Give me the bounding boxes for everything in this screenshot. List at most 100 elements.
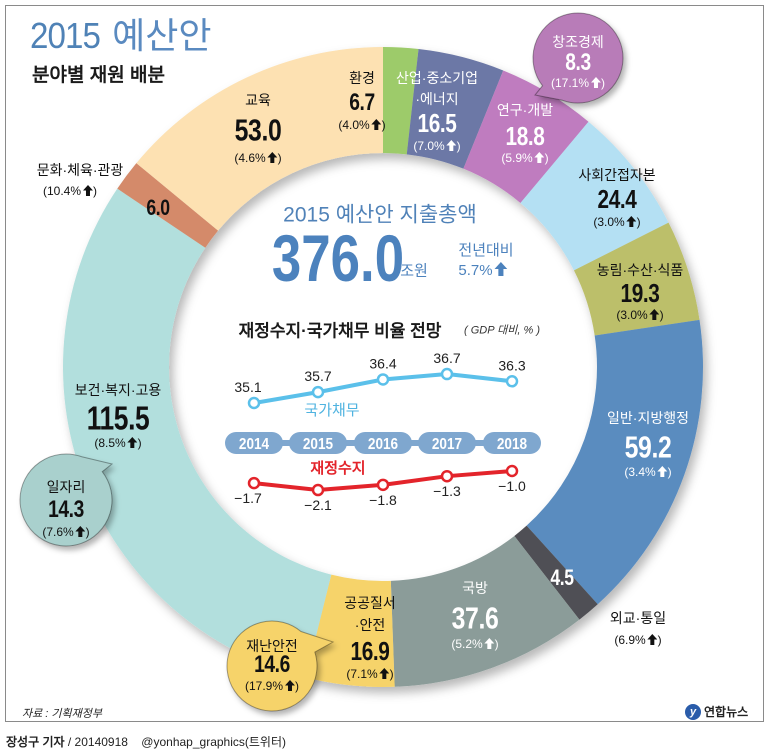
yonhap-logo-text: 연합뉴스 [704, 705, 749, 719]
up-arrow-icon [371, 119, 382, 130]
slice-education-change: 4.6% [234, 152, 281, 164]
data-point [247, 396, 261, 410]
donut-slice-health-welfare-employment [62, 188, 332, 678]
slice-industry-sme-energy-change: 7.0% [413, 140, 460, 152]
slice-culture-sports-tourism-value: 6.0 [143, 197, 172, 219]
data-label: 36.7 [433, 350, 460, 366]
slice-defense-label: 국방 [462, 580, 488, 596]
slice-defense-change: 5.2% [451, 638, 498, 650]
slice-public-order-safety-change-value: 7.1% [350, 667, 378, 681]
slice-industry-sme-energy-value: 16.5 [413, 110, 462, 136]
donut-slice-education [136, 47, 383, 231]
slice-industry-sme-energy-label: 산업·중소기업 [396, 70, 478, 86]
year-pill [418, 432, 476, 454]
slice-social-infrastructure-label: 사회간접자본 [578, 167, 656, 183]
callout-jobs-change-value: 7.6% [46, 525, 74, 539]
up-arrow-icon [285, 680, 296, 691]
year-pill [354, 432, 412, 454]
total-amount: 376.0 [255, 225, 420, 291]
slice-general-local-admin-change: 3.4% [624, 466, 671, 478]
donut-slice-social-infrastructure [520, 121, 669, 271]
data-point [247, 476, 261, 490]
infographic-frame [5, 5, 764, 722]
up-arrow-icon [591, 77, 602, 88]
donut-slice-industry-sme-energy [406, 48, 504, 169]
slice-health-welfare-employment-value-number: 115.5 [86, 399, 150, 437]
slice-agriculture-fisheries-food-change-value: 3.0% [620, 308, 648, 322]
slice-general-local-admin-value: 59.2 [619, 432, 677, 463]
x-tick-label: 2016 [368, 436, 398, 453]
yoy-value: 5.7% [458, 262, 493, 279]
slice-public-order-safety-value-number: 16.9 [350, 636, 390, 666]
slice-public-order-safety-value: 16.9 [346, 638, 395, 664]
source-note: 자료 : 기획재정부 [22, 708, 103, 720]
up-arrow-icon [494, 262, 508, 276]
x-tick-label: 2014 [239, 436, 270, 453]
total-amount-value: 376.0 [271, 221, 405, 295]
donut-slice-diplomacy-unification [514, 525, 598, 620]
slice-health-welfare-employment-change: 8.5% [94, 437, 141, 449]
donut-slice-culture-sports-tourism [117, 163, 219, 248]
line-chart-unit-note: ( GDP 대비, % ) [463, 324, 541, 337]
slice-agriculture-fisheries-food-change: 3.0% [616, 309, 663, 321]
donut-slice-general-local-admin [526, 319, 703, 605]
slice-education-value: 53.0 [229, 115, 287, 146]
slice-diplomacy-unification-change: 6.9% [614, 634, 661, 646]
slice-industry-sme-energy-change-value: 7.0% [417, 139, 445, 153]
callout-disaster-safety-change: 17.9% [245, 680, 299, 692]
slice-education-change-value: 4.6% [238, 151, 266, 165]
up-arrow-icon [657, 466, 668, 477]
slice-defense-value: 37.6 [446, 603, 504, 634]
data-label: 35.1 [234, 379, 261, 395]
yoy-label: 전년대비 [458, 242, 514, 259]
slice-agriculture-fisheries-food-label: 농림·수산·식품 [596, 262, 684, 278]
slice-education-value-number: 53.0 [234, 112, 282, 148]
slice-research-development-value: 18.8 [501, 123, 550, 149]
fiscal-debt-line-chart: 2014 2015 2016 2017 2018 35.1 35.7 36.4 36.7 36.3… [225, 350, 541, 513]
data-point [505, 464, 519, 478]
callout-jobs-value: 14.3 [44, 498, 89, 522]
donut-slice-agriculture-fisheries-food [573, 222, 700, 336]
slice-education-label: 교육 [245, 92, 271, 108]
up-arrow-icon [83, 185, 94, 196]
up-arrow-icon [267, 152, 278, 163]
slice-agriculture-fisheries-food-value-number: 19.3 [620, 278, 660, 308]
slice-general-local-admin-label: 일반·지방행정 [607, 410, 689, 426]
reporter-name: 장성구 기자 [6, 735, 65, 749]
x-tick-label: 2018 [497, 436, 527, 453]
data-label: 36.3 [498, 357, 525, 373]
slice-social-infrastructure-value: 24.4 [593, 186, 642, 212]
callout-disaster-safety-value-number: 14.6 [254, 651, 290, 678]
series-label-national-debt: 국가채무 [304, 402, 359, 419]
yonhap-logo: y 연합뉴스 [685, 703, 748, 720]
donut-slice-public-order-safety [305, 574, 395, 687]
slice-industry-sme-energy-value-number: 16.5 [417, 108, 457, 138]
slice-social-infrastructure-change-value: 3.0% [597, 215, 625, 229]
data-point [505, 375, 519, 388]
up-arrow-icon [446, 140, 457, 151]
slice-general-local-admin-change-value: 3.4% [628, 465, 656, 479]
line-chart-title: 재정수지·국가채무 비율 전망 [238, 321, 442, 341]
x-tick-label: 2015 [303, 436, 333, 453]
title-text: 예산안 [112, 15, 212, 56]
slice-agriculture-fisheries-food-value: 19.3 [616, 280, 665, 306]
callout-jobs-value-number: 14.3 [48, 496, 84, 523]
callout-disaster-safety-value: 14.6 [250, 653, 295, 677]
slice-industry-sme-energy-label: ·에너지 [415, 91, 459, 107]
slice-environment-value: 6.7 [346, 91, 378, 115]
series-label-fiscal-balance: 재정수지 [310, 459, 365, 477]
slice-public-order-safety-label: ·안전 [354, 617, 386, 633]
x-tick-label: 2017 [432, 436, 462, 453]
callout-jobs-label: 일자리 [46, 479, 86, 495]
donut-slice-environment [383, 47, 419, 155]
data-point [376, 373, 390, 386]
callout-creative-economy-value-number: 8.3 [565, 49, 591, 76]
up-arrow-icon [484, 638, 495, 649]
slice-health-welfare-employment-value: 115.5 [79, 402, 157, 435]
slice-culture-sports-tourism-value-number: 6.0 [146, 195, 170, 220]
byline: 장성구 기자 / 20140918 @yonhap_graphics(트위터) [6, 733, 286, 750]
callout-jobs-change: 7.6% [42, 526, 89, 538]
callout-creative-economy-value: 8.3 [562, 51, 594, 75]
up-arrow-icon [649, 309, 660, 320]
slice-research-development-value-number: 18.8 [505, 121, 545, 151]
